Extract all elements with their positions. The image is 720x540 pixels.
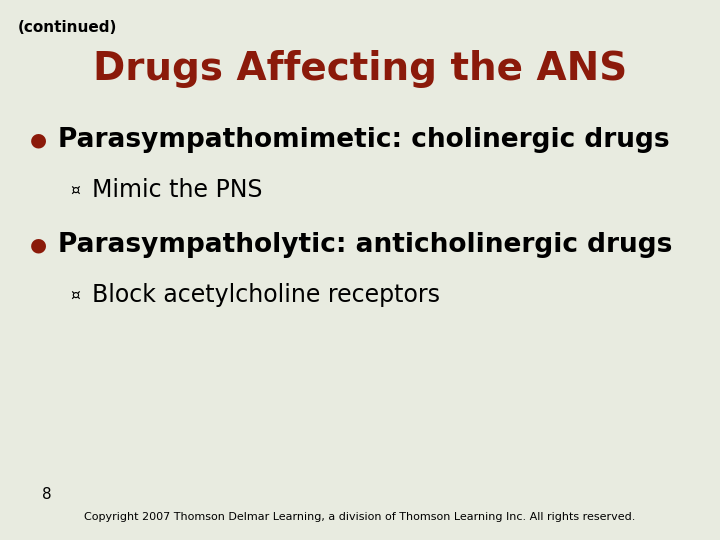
Text: (continued): (continued) <box>18 20 117 35</box>
Text: ¤: ¤ <box>70 183 80 198</box>
Text: ●: ● <box>30 235 47 254</box>
Text: ¤: ¤ <box>70 287 80 302</box>
Text: 8: 8 <box>42 487 52 502</box>
Text: ●: ● <box>30 131 47 150</box>
Text: Mimic the PNS: Mimic the PNS <box>92 178 263 202</box>
Text: Parasympatholytic: anticholinergic drugs: Parasympatholytic: anticholinergic drugs <box>58 232 672 258</box>
Text: Parasympathomimetic: cholinergic drugs: Parasympathomimetic: cholinergic drugs <box>58 127 670 153</box>
Text: Block acetylcholine receptors: Block acetylcholine receptors <box>92 283 440 307</box>
Text: Copyright 2007 Thomson Delmar Learning, a division of Thomson Learning Inc. All : Copyright 2007 Thomson Delmar Learning, … <box>84 512 636 522</box>
Text: Drugs Affecting the ANS: Drugs Affecting the ANS <box>93 50 627 88</box>
